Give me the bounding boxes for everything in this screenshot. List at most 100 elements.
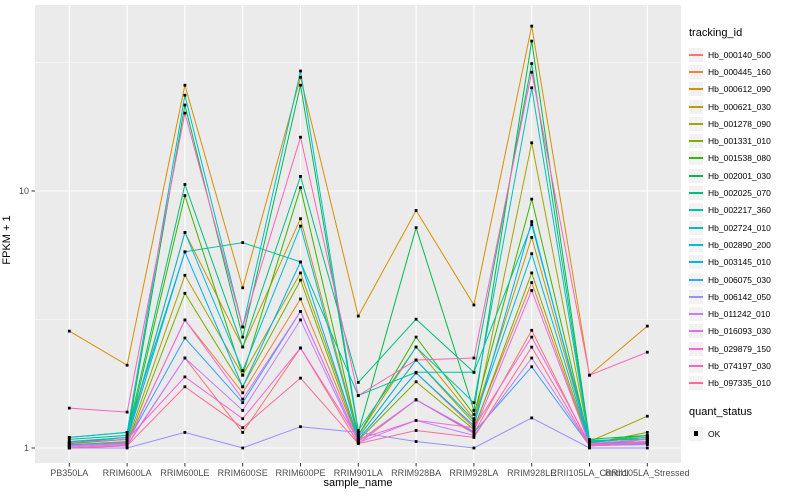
legend-key-swatch (689, 220, 703, 235)
legend-line-icon (689, 364, 703, 367)
data-point (472, 428, 476, 431)
data-point (530, 62, 534, 65)
legend-key-swatch (689, 237, 703, 252)
data-point (183, 273, 187, 277)
data-point (588, 439, 591, 442)
data-point (241, 401, 245, 405)
data-point (125, 444, 129, 448)
data-point (241, 241, 245, 244)
data-point (530, 39, 534, 43)
legend-key-swatch (689, 99, 703, 114)
legend-item: Hb_016093_030 (689, 323, 799, 340)
data-point (472, 370, 476, 374)
legend-item: Hb_002890_200 (689, 236, 799, 253)
data-point (125, 410, 129, 414)
data-point (67, 444, 71, 448)
legend-line-icon (689, 330, 703, 333)
legend-item-label: Hb_097335_010 (708, 378, 771, 389)
data-point (530, 356, 534, 360)
legend-line-icon (689, 174, 703, 177)
legend-line-icon (689, 382, 703, 385)
data-point (183, 83, 187, 87)
legend-key-swatch (689, 47, 703, 62)
legend-item: Hb_097335_010 (689, 375, 799, 392)
data-point (299, 75, 302, 79)
x-tick-label: RRIM600PE (275, 468, 325, 478)
data-point (356, 394, 360, 397)
legend-line-icon (689, 261, 703, 264)
data-point (530, 271, 534, 275)
data-point (183, 103, 187, 107)
legend-line-icon (689, 70, 703, 73)
legend-item-label: Hb_001331_010 (708, 136, 771, 147)
legend-title-quant-status: quant_status (689, 405, 752, 418)
legend-key-swatch (689, 341, 703, 356)
legend-quant-status: quant_status OK (689, 406, 799, 442)
legend-key-swatch (689, 376, 703, 391)
data-point (299, 135, 302, 139)
x-tick-label: RRIM600SE (218, 468, 268, 478)
data-point (299, 278, 302, 282)
data-point (356, 431, 360, 434)
data-point (530, 281, 534, 284)
data-point (472, 303, 476, 307)
data-point (183, 250, 187, 254)
data-point (125, 436, 129, 439)
legend-item-label: Hb_002001_030 (708, 170, 771, 181)
data-point (645, 434, 649, 437)
data-point (183, 231, 187, 234)
legend-item: Hb_001278_090 (689, 115, 799, 132)
legend-item: Hb_000140_500 (689, 46, 799, 63)
data-point (241, 397, 245, 401)
data-point (299, 69, 302, 73)
legend-line-icon (689, 347, 703, 350)
legend-key-swatch (689, 272, 703, 287)
data-point (645, 431, 649, 434)
data-point (356, 436, 360, 439)
data-point (645, 446, 649, 450)
data-point (241, 325, 245, 329)
data-point (472, 446, 476, 450)
legend-line-icon (689, 122, 703, 125)
data-point (414, 209, 418, 212)
y-tick-label: 1 (24, 443, 29, 453)
data-point (183, 93, 187, 97)
y-axis-title: FPKM + 1 (1, 215, 13, 265)
data-point (414, 317, 418, 321)
legend-item-label: Hb_002724_010 (708, 222, 771, 233)
data-point (299, 271, 302, 275)
data-point (414, 429, 418, 432)
data-point (241, 369, 245, 372)
legend-key-swatch (689, 64, 703, 79)
data-point (356, 440, 360, 443)
data-point (588, 446, 591, 450)
data-point (588, 444, 591, 448)
data-point (472, 413, 476, 416)
data-point (645, 324, 649, 328)
data-point (299, 425, 302, 429)
data-point (472, 436, 476, 439)
legend-item: Hb_000445_160 (689, 63, 799, 80)
data-point (183, 183, 187, 186)
legend-key-swatch (689, 358, 703, 373)
legend-key-swatch (689, 186, 703, 201)
legend-item-label: Hb_001538_080 (708, 153, 771, 164)
data-point (183, 194, 187, 197)
data-point (472, 419, 476, 422)
data-point (125, 446, 129, 450)
legend-line-icon (689, 105, 703, 108)
data-point (414, 380, 418, 384)
data-point (299, 217, 302, 221)
x-tick-label: RRII105LA_Stressed (605, 468, 690, 478)
data-point (645, 441, 649, 444)
legend-item: Hb_006075_030 (689, 271, 799, 288)
legend-item: Hb_000621_030 (689, 98, 799, 115)
legend-key-swatch (689, 134, 703, 149)
black-square-marker-icon (693, 431, 699, 436)
legend-item-label: Hb_001278_090 (708, 118, 771, 129)
data-point (125, 363, 129, 367)
data-point (472, 426, 476, 430)
data-point (530, 70, 534, 74)
data-point (472, 424, 476, 428)
legend-item-label: Hb_029879_150 (708, 343, 771, 354)
